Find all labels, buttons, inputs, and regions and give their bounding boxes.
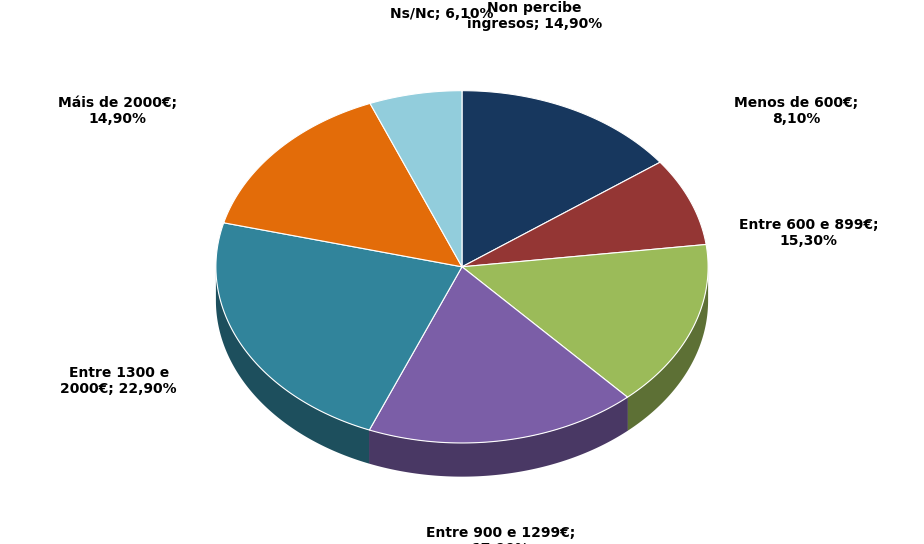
Polygon shape [370,267,462,463]
Polygon shape [216,223,462,430]
Text: Ns/Nc; 6,10%: Ns/Nc; 6,10% [390,7,493,21]
Text: Máis de 2000€;
14,90%: Máis de 2000€; 14,90% [58,96,177,127]
Polygon shape [462,162,706,267]
Text: Entre 900 e 1299€;
17,90%: Entre 900 e 1299€; 17,90% [426,526,576,544]
Polygon shape [462,267,627,431]
Polygon shape [462,91,660,267]
Polygon shape [462,267,627,431]
Polygon shape [370,397,627,477]
Polygon shape [216,267,370,463]
Polygon shape [370,91,462,267]
Polygon shape [370,267,462,463]
Text: Entre 600 e 899€;
15,30%: Entre 600 e 899€; 15,30% [739,218,879,248]
Text: Menos de 600€;
8,10%: Menos de 600€; 8,10% [734,96,858,127]
Polygon shape [462,244,708,397]
Polygon shape [224,103,462,267]
Polygon shape [370,267,627,443]
Polygon shape [627,267,708,431]
Text: Non percibe
ingresos; 14,90%: Non percibe ingresos; 14,90% [467,1,602,31]
Text: Entre 1300 e
2000€; 22,90%: Entre 1300 e 2000€; 22,90% [60,366,177,396]
